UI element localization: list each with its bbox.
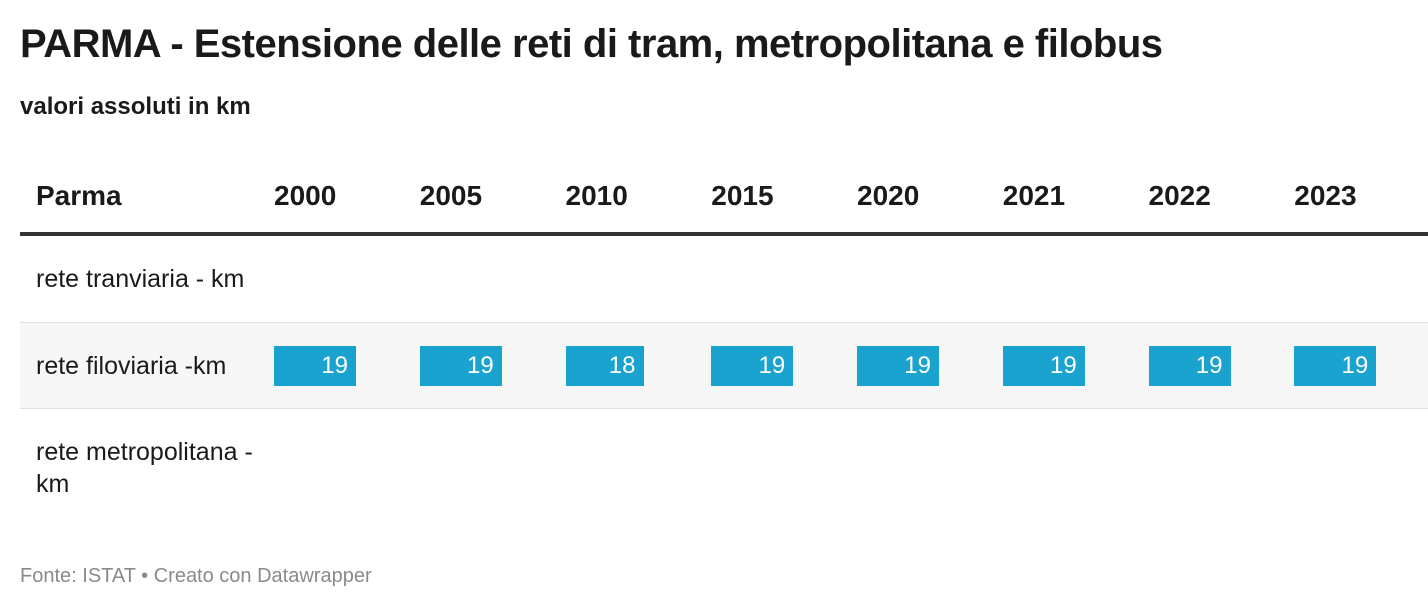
table-cell — [566, 409, 712, 528]
table-cell — [419, 234, 566, 323]
table-cell — [1148, 234, 1295, 323]
row-label: rete tranviaria - km — [20, 234, 274, 323]
value-bar — [711, 345, 794, 386]
bar-cell: 18 — [565, 345, 712, 386]
table-cell: 19 — [1294, 322, 1428, 409]
row-header: Parma — [20, 160, 274, 236]
value-label: 19 — [467, 351, 494, 379]
table-row: rete filoviaria -km 19 19 18 19 19 19 19 19 — [20, 322, 1428, 409]
table-cell — [857, 234, 1003, 323]
value-label: 19 — [1050, 351, 1077, 379]
bar-cell: 19 — [419, 345, 566, 386]
table-cell: 19 — [1148, 322, 1295, 409]
table-cell: 19 — [1002, 322, 1149, 409]
table-row: rete tranviaria - km — [20, 234, 1428, 323]
table-cell — [711, 409, 857, 528]
table-cell — [1149, 409, 1295, 528]
header-row: Parma 2000 2005 2010 2015 2020 2021 2022 2023 — [20, 160, 1428, 236]
value-label: 18 — [608, 351, 636, 379]
column-header: 2015 — [711, 160, 857, 236]
bar-cell: 19 — [1002, 345, 1149, 386]
column-header: 2010 — [565, 160, 712, 236]
row-label: rete metropolitana - km — [36, 438, 253, 498]
value-label: 19 — [758, 351, 786, 379]
chart-title: PARMA - Estensione delle reti di tram, m… — [20, 22, 1163, 66]
data-table: Parma 2000 2005 2010 2015 2020 2021 2022 2023 r… — [20, 160, 1428, 527]
column-header: 2021 — [1002, 160, 1149, 236]
column-header: 2023 — [1294, 160, 1428, 236]
bar-cell: 19 — [1294, 345, 1428, 386]
table-cell: 19 — [419, 322, 566, 409]
table-cell: 19 — [711, 322, 857, 409]
value-bar — [274, 345, 356, 386]
table-cell — [1294, 234, 1428, 323]
table-cell — [711, 234, 857, 323]
column-header: 2022 — [1148, 160, 1295, 236]
value-label: 19 — [1195, 351, 1223, 379]
column-header: 2020 — [857, 160, 1003, 236]
bar-cell: 19 — [1148, 345, 1295, 386]
table-cell — [565, 234, 712, 323]
table-cell — [1002, 234, 1149, 323]
value-bar — [1002, 345, 1085, 386]
value-bar — [1294, 345, 1377, 386]
table-cell: 18 — [565, 322, 712, 409]
bar-cell: 19 — [274, 345, 420, 386]
value-label: 19 — [321, 351, 348, 379]
value-bar — [857, 345, 939, 386]
value-bar — [419, 345, 502, 386]
column-header: 2005 — [419, 160, 566, 236]
chart-subtitle: valori assoluti in km — [20, 93, 251, 120]
table-cell — [274, 409, 420, 528]
table-cell — [274, 234, 420, 323]
table-cell: 19 — [857, 322, 1003, 409]
bar-cell: 19 — [711, 345, 857, 386]
value-bar — [1148, 345, 1231, 386]
table-cell: 19 — [274, 322, 420, 409]
table-row: rete metropolitana - km — [20, 409, 1428, 528]
value-label: 19 — [904, 351, 931, 379]
column-header: 2000 — [274, 160, 420, 236]
table-cell — [420, 409, 566, 528]
value-label: 19 — [1341, 351, 1369, 379]
bar-cell: 19 — [857, 345, 1003, 386]
table-cell — [857, 409, 1003, 528]
row-label: rete filoviaria -km — [20, 322, 274, 409]
table-cell — [1003, 409, 1149, 528]
source-note: Fonte: ISTAT • Creato con Datawrapper — [20, 565, 372, 587]
table-cell — [1294, 409, 1428, 528]
value-bar — [565, 345, 644, 386]
